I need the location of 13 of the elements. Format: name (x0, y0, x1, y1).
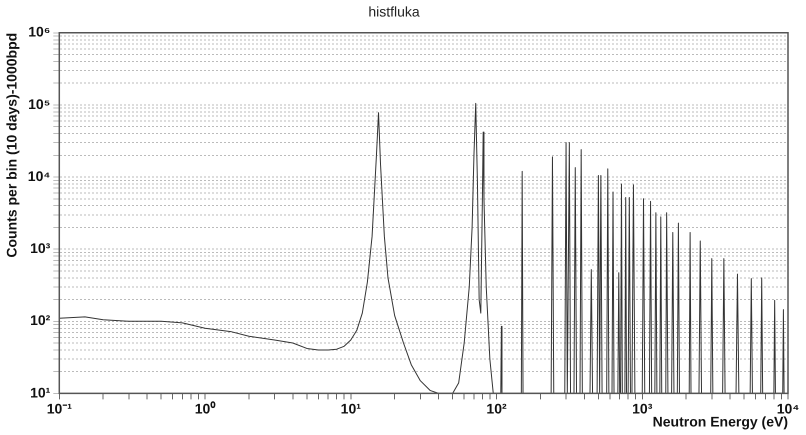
y-tick-label: 10⁶ (28, 24, 50, 40)
x-tick-label: 10³ (632, 400, 653, 417)
y-tick-label: 10⁴ (28, 168, 50, 184)
y-tick-label: 10⁵ (28, 96, 50, 112)
x-tick-label: 10⁻¹ (46, 400, 72, 417)
y-tick-label: 10¹ (30, 384, 51, 400)
y-axis-title: Counts per bin (10 days)-1000bpd (3, 32, 20, 258)
chart-title: histfluka (368, 3, 420, 20)
x-tick-label: 10² (486, 400, 507, 417)
x-tick-label: 10¹ (340, 400, 362, 417)
y-tick-label: 10² (30, 312, 51, 328)
x-tick-label: 10⁰ (194, 400, 216, 417)
y-tick-label: 10³ (30, 240, 51, 256)
